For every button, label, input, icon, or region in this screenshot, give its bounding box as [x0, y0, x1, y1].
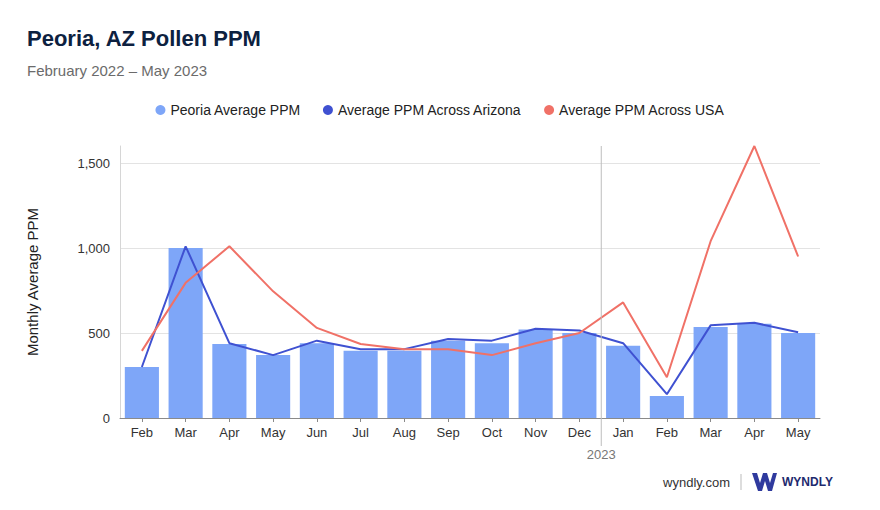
svg-text:0: 0 — [103, 411, 110, 426]
svg-text:May: May — [786, 425, 811, 440]
svg-text:Average PPM Across Arizona: Average PPM Across Arizona — [338, 102, 521, 118]
svg-text:Average PPM Across USA: Average PPM Across USA — [559, 102, 724, 118]
svg-text:Oct: Oct — [482, 425, 503, 440]
svg-text:2023: 2023 — [587, 447, 616, 462]
svg-text:Mar: Mar — [174, 425, 197, 440]
svg-text:Sep: Sep — [437, 425, 460, 440]
svg-text:February 2022 – May 2023: February 2022 – May 2023 — [27, 62, 207, 79]
svg-text:1,000: 1,000 — [77, 241, 110, 256]
svg-text:May: May — [261, 425, 286, 440]
svg-text:1,500: 1,500 — [77, 156, 110, 171]
svg-text:Peoria Average PPM: Peoria Average PPM — [170, 102, 300, 118]
svg-text:Feb: Feb — [656, 425, 678, 440]
svg-text:Aug: Aug — [393, 425, 416, 440]
svg-text:WYNDLY: WYNDLY — [782, 475, 833, 489]
svg-text:Jul: Jul — [352, 425, 369, 440]
svg-text:Apr: Apr — [744, 425, 765, 440]
svg-text:500: 500 — [88, 326, 110, 341]
svg-text:Nov: Nov — [524, 425, 548, 440]
svg-text:Mar: Mar — [699, 425, 722, 440]
svg-text:Dec: Dec — [568, 425, 592, 440]
svg-text:Jan: Jan — [613, 425, 634, 440]
svg-text:Peoria, AZ Pollen PPM: Peoria, AZ Pollen PPM — [27, 26, 261, 51]
svg-text:wyndly.com: wyndly.com — [662, 475, 730, 490]
svg-text:Jun: Jun — [306, 425, 327, 440]
svg-text:Feb: Feb — [131, 425, 153, 440]
svg-text:Apr: Apr — [219, 425, 240, 440]
svg-text:Monthly Average PPM: Monthly Average PPM — [24, 208, 41, 356]
